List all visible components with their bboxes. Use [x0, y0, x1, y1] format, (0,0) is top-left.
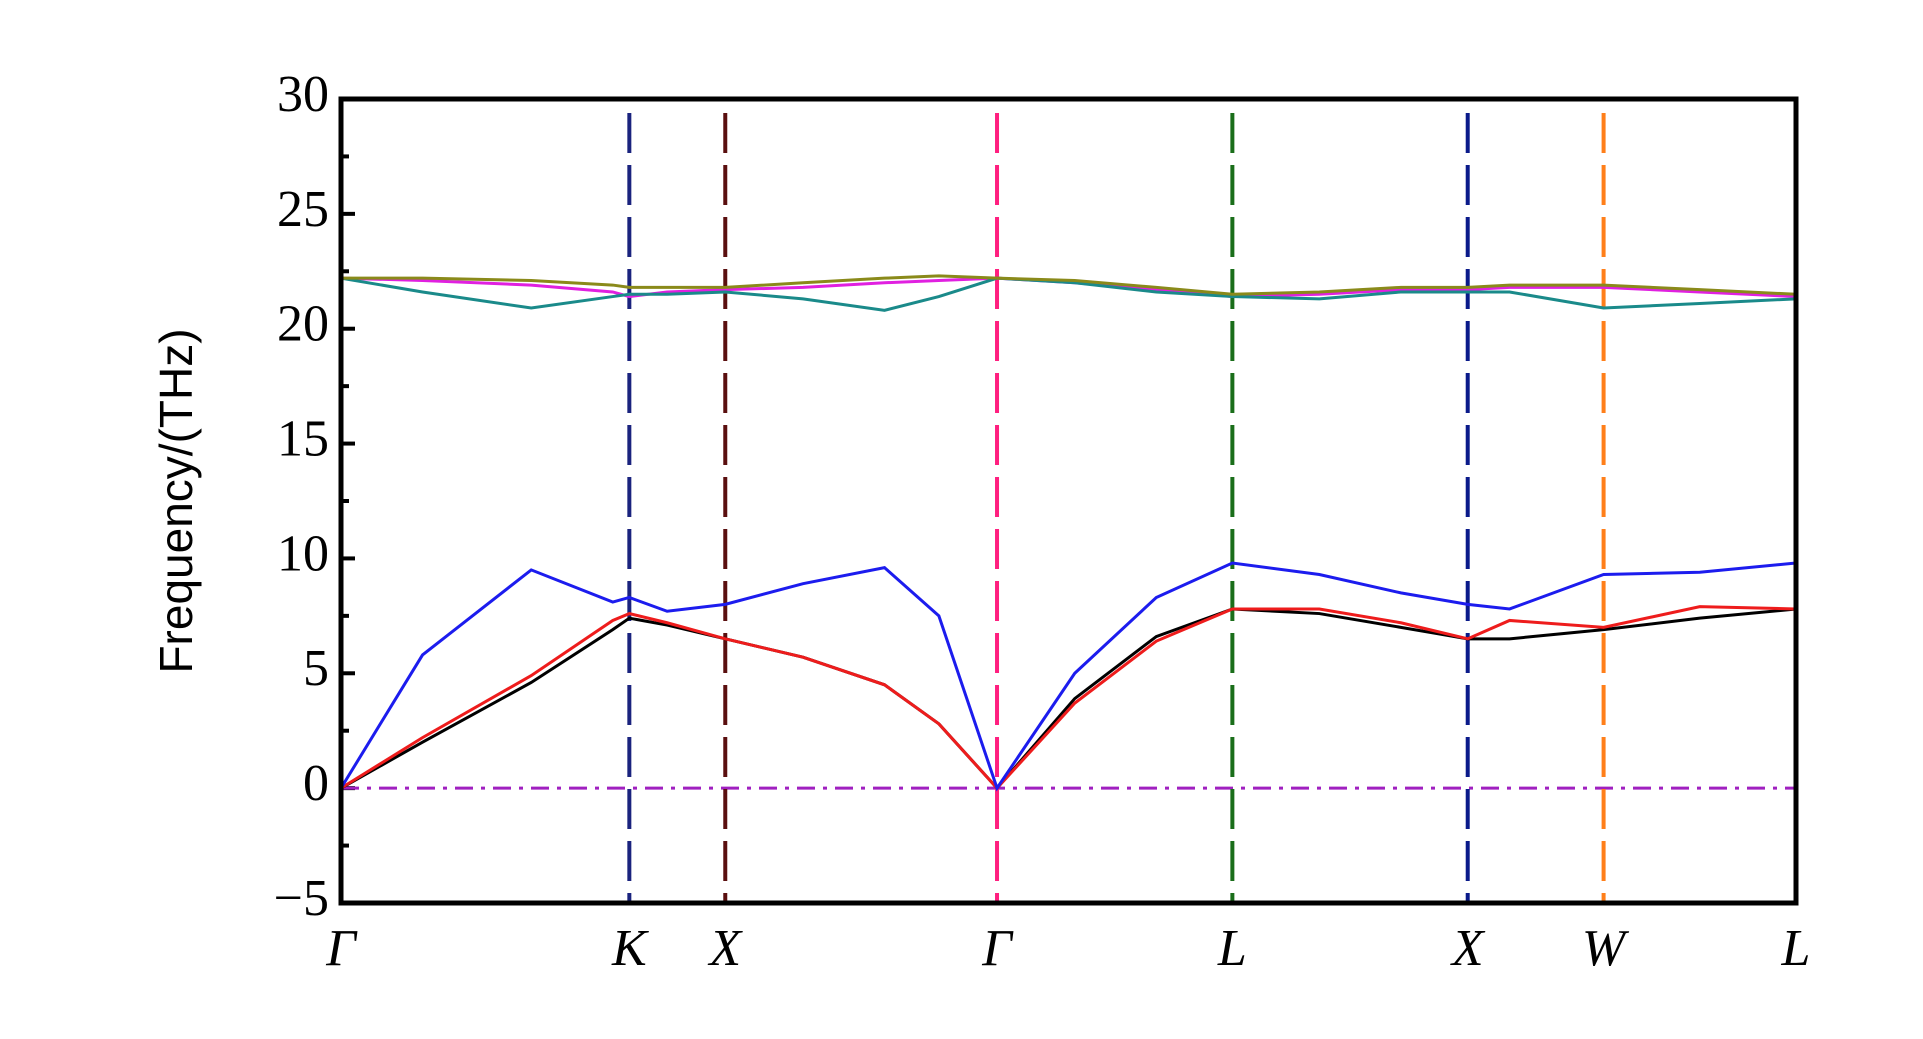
band-line — [341, 274, 1797, 296]
x-tick-label: Γ — [981, 920, 1014, 977]
band-line — [340, 607, 1797, 791]
plot-frame — [338, 96, 1799, 906]
y-tick-label: 20 — [277, 296, 329, 353]
x-tick-label: W — [1582, 920, 1630, 977]
y-tick-label: −5 — [274, 870, 329, 927]
x-tick-label: X — [707, 920, 743, 977]
y-axis-label: Frequency/(THz) — [150, 328, 202, 673]
y-tick-label: 15 — [277, 411, 329, 468]
y-tick-label: 5 — [303, 640, 329, 697]
band-line — [340, 605, 1797, 791]
y-tick-label: 25 — [277, 181, 329, 238]
x-tick-label: X — [1450, 920, 1486, 977]
band-line — [339, 561, 1797, 792]
x-tick-label: Γ — [325, 920, 358, 977]
x-tick-label: L — [1781, 920, 1811, 977]
x-tick-label: K — [611, 920, 649, 977]
y-tick-label: 30 — [277, 66, 329, 123]
y-tick-label: 0 — [303, 755, 329, 812]
y-tick-label: 10 — [277, 525, 329, 582]
x-tick-label: L — [1217, 920, 1247, 977]
